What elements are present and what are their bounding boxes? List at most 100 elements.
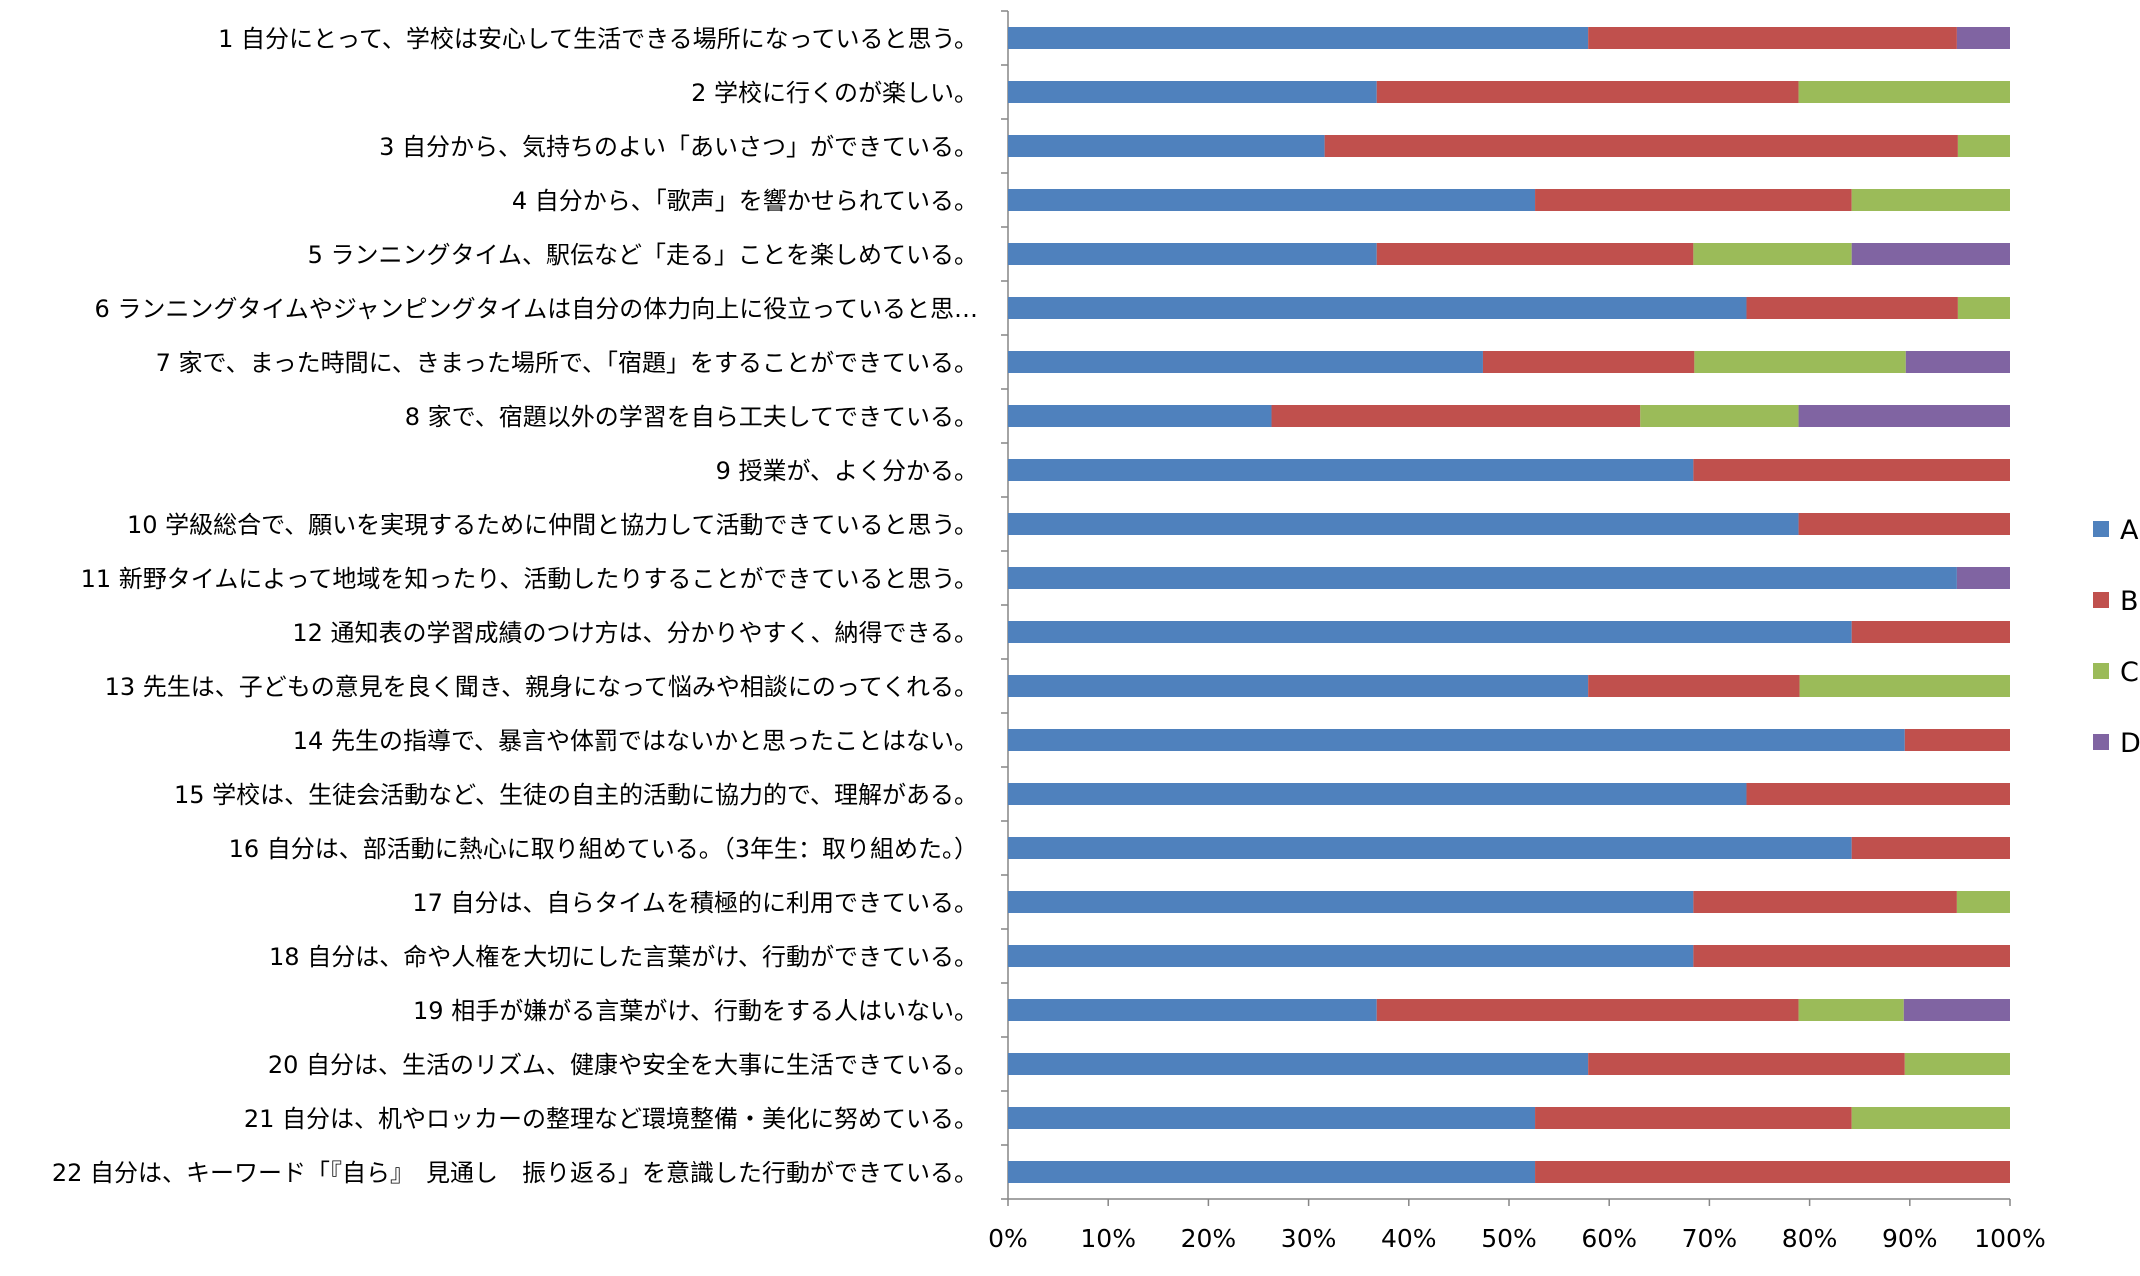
x-tick-label: 20% — [1181, 1224, 1237, 1253]
x-tick-label: 30% — [1281, 1224, 1337, 1253]
bar-segment-a — [1008, 567, 1957, 589]
legend-swatch-c — [2093, 663, 2109, 679]
bars-layer — [1008, 27, 2010, 1183]
bar-segment-c — [1640, 405, 1799, 427]
category-label: 15 学校は、生徒会活動など、生徒の自主的活動に協力的で、理解がある。 — [174, 781, 978, 809]
bar-segment-b — [1693, 891, 1957, 913]
x-tick-label: 40% — [1381, 1224, 1437, 1253]
category-label: 8 家で、宿題以外の学習を自ら工夫してできている。 — [405, 403, 978, 431]
category-label: 13 先生は、子どもの意見を良く聞き、親身になって悩みや相談にのってくれる。 — [105, 673, 978, 701]
x-tick-label: 70% — [1682, 1224, 1738, 1253]
bar-segment-b — [1904, 729, 2010, 751]
bar-segment-c — [1851, 1107, 2010, 1129]
bar-segment-b — [1376, 243, 1694, 265]
bar-segment-a — [1008, 837, 1852, 859]
legend-swatch-d — [2093, 734, 2109, 750]
bar-segment-b — [1376, 999, 1799, 1021]
bar-segment-b — [1588, 675, 1800, 697]
bar-segment-a — [1008, 999, 1377, 1021]
bar-segment-d — [1798, 405, 2010, 427]
bar-segment-c — [1851, 189, 2010, 211]
category-labels: 1 自分にとって、学校は安心して生活できる場所になっていると思う。 2 学校に行く… — [52, 25, 978, 1187]
bar-segment-b — [1535, 189, 1852, 211]
category-label: 17 自分は、自らタイムを積極的に利用できている。 — [412, 889, 978, 917]
x-tick-label: 10% — [1080, 1224, 1136, 1253]
category-label: 14 先生の指導で、暴言や体罰ではないかと思ったことはない。 — [293, 727, 978, 755]
bar-segment-a — [1008, 675, 1589, 697]
bar-segment-a — [1008, 621, 1852, 643]
category-label: 12 通知表の学習成績のつけ方は、分かりやすく、納得できる。 — [292, 619, 978, 647]
bar-segment-b — [1482, 351, 1695, 373]
bar-segment-a — [1008, 135, 1325, 157]
bar-segment-a — [1008, 1107, 1536, 1129]
x-tick-label: 100% — [1974, 1224, 2045, 1253]
bar-segment-b — [1376, 81, 1799, 103]
bar-segment-c — [1693, 243, 1852, 265]
category-label: 5 ランニングタイム、駅伝など「走る」ことを楽しめている。 — [308, 241, 978, 269]
category-label: 4 自分から、「歌声」を響かせられている。 — [512, 187, 978, 215]
bar-segment-b — [1746, 783, 2010, 805]
bar-segment-c — [1957, 135, 2010, 157]
bar-segment-b — [1588, 1053, 1905, 1075]
legend: A B C D — [2093, 515, 2140, 759]
legend-swatch-a — [2093, 521, 2109, 537]
bar-segment-b — [1851, 837, 2010, 859]
category-label: 1 自分にとって、学校は安心して生活できる場所になっていると思う。 — [218, 25, 978, 53]
bar-segment-d — [1851, 243, 2010, 265]
bar-segment-c — [1957, 297, 2010, 319]
bar-segment-c — [1956, 891, 2010, 913]
category-label: 21 自分は、机やロッカーの整理など環境整備・美化に努めている。 — [244, 1105, 978, 1133]
x-tick-labels: 0% 10% 20% 30% 40% 50% 60% 70% 80% 90% 100% — [988, 1224, 2046, 1253]
x-tick-label: 80% — [1782, 1224, 1838, 1253]
bar-segment-d — [1956, 567, 2010, 589]
bar-segment-c — [1799, 675, 2010, 697]
bar-segment-a — [1008, 1053, 1589, 1075]
bar-segment-a — [1008, 513, 1799, 535]
bar-segment-a — [1008, 891, 1694, 913]
bar-segment-a — [1008, 405, 1272, 427]
bar-segment-a — [1008, 189, 1536, 211]
bar-segment-a — [1008, 297, 1747, 319]
bar-segment-b — [1588, 27, 1957, 49]
category-label: 20 自分は、生活のリズム、健康や安全を大事に生活できている。 — [268, 1051, 978, 1079]
legend-label-b: B — [2120, 586, 2139, 617]
category-label: 19 相手が嫌がる言葉がけ、行動をする人はいない。 — [413, 997, 978, 1025]
bar-segment-a — [1008, 27, 1589, 49]
category-label: 2 学校に行くのが楽しい。 — [691, 79, 978, 107]
bar-segment-b — [1693, 459, 2010, 481]
bar-segment-b — [1271, 405, 1641, 427]
bar-segment-a — [1008, 351, 1483, 373]
category-label: 16 自分は、部活動に熱心に取り組めている。（3年生：取り組めた。） — [229, 835, 978, 863]
bar-segment-b — [1851, 621, 2010, 643]
bar-segment-a — [1008, 945, 1694, 967]
bar-segment-d — [1905, 351, 2010, 373]
legend-label-c: C — [2120, 657, 2139, 688]
category-label: 10 学級総合で、願いを実現するために仲間と協力して活動できていると思う。 — [127, 511, 978, 539]
bar-segment-a — [1008, 243, 1377, 265]
category-label: 7 家で、まった時間に、きまった場所で、「宿題」をすることができている。 — [156, 349, 978, 377]
bar-segment-a — [1008, 1161, 1536, 1183]
legend-swatch-b — [2093, 592, 2109, 608]
category-label: 6 ランニングタイムやジャンピングタイムは自分の体力向上に役立っていると思… — [94, 295, 978, 323]
legend-label-a: A — [2120, 515, 2139, 546]
x-tick-label: 0% — [988, 1224, 1028, 1253]
bar-segment-b — [1535, 1161, 2010, 1183]
bar-segment-a — [1008, 81, 1377, 103]
legend-label-d: D — [2120, 728, 2140, 759]
bar-segment-d — [1956, 27, 2010, 49]
bar-segment-a — [1008, 729, 1905, 751]
bar-segment-c — [1904, 1053, 2010, 1075]
x-tick-label: 90% — [1882, 1224, 1938, 1253]
bar-segment-b — [1693, 945, 2010, 967]
bar-segment-a — [1008, 783, 1747, 805]
bar-segment-a — [1008, 459, 1694, 481]
bar-segment-b — [1798, 513, 2010, 535]
bar-segment-b — [1535, 1107, 1852, 1129]
x-tick-label: 50% — [1481, 1224, 1537, 1253]
category-label: 22 自分は、キーワード「『自ら』 見通し 振り返る」を意識した行動ができている… — [52, 1159, 978, 1187]
bar-segment-c — [1798, 999, 1904, 1021]
category-label: 11 新野タイムによって地域を知ったり、活動したりすることができていると思う。 — [81, 565, 978, 593]
bar-segment-d — [1903, 999, 2010, 1021]
